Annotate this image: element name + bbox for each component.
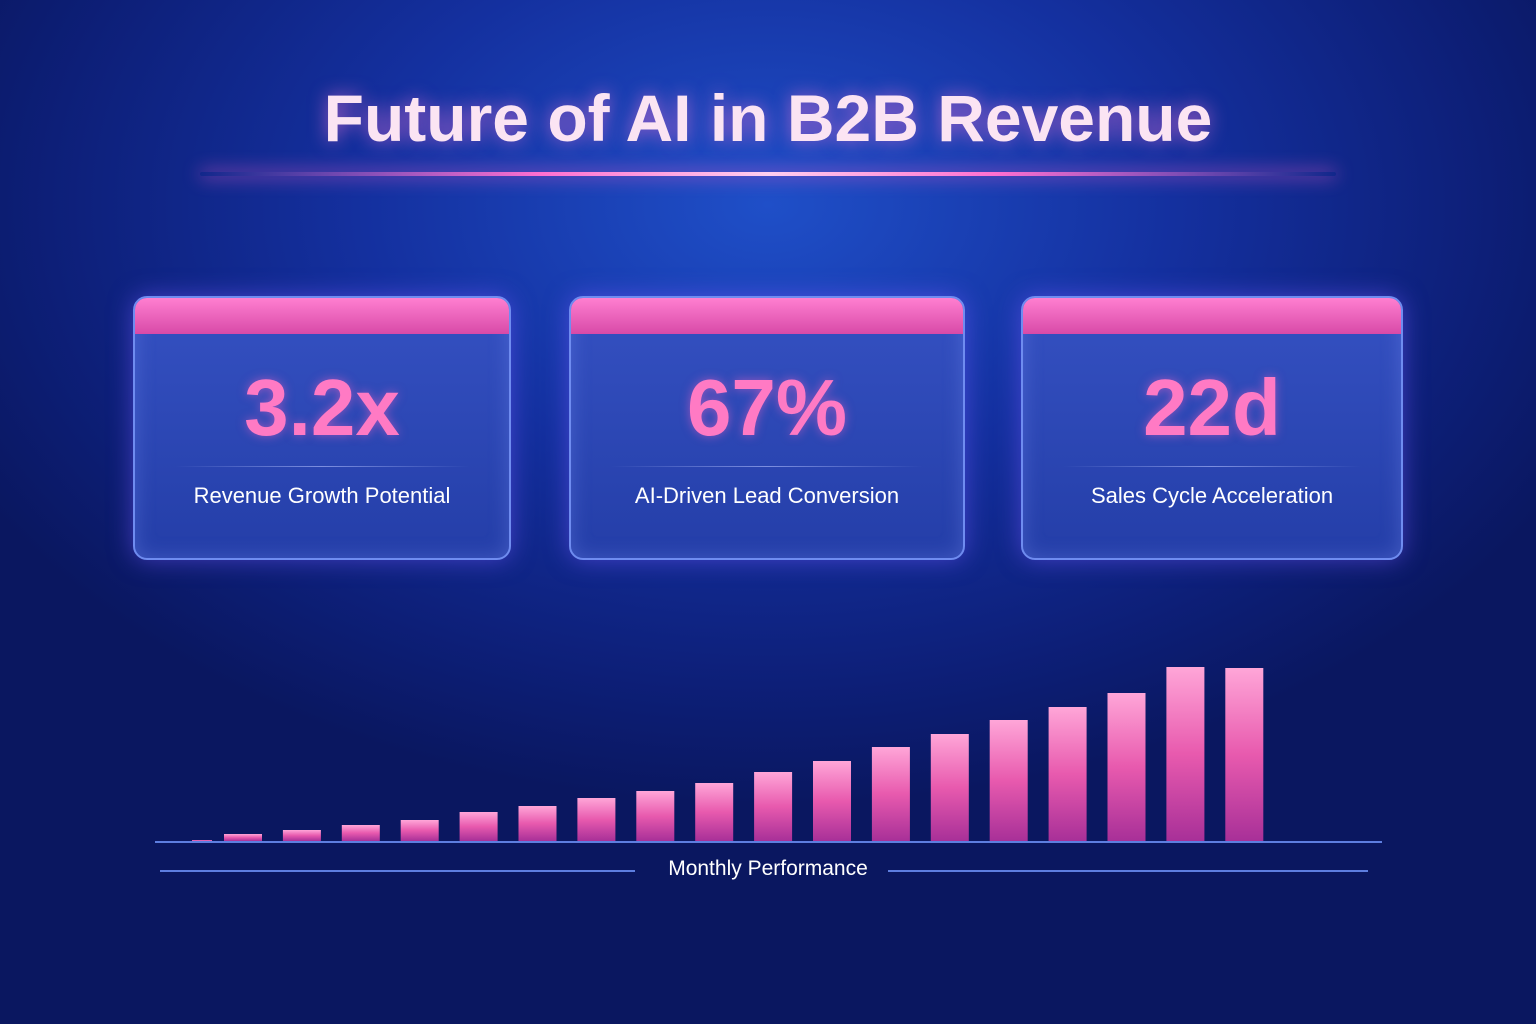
bar-1 — [192, 840, 212, 841]
card-header-bar — [571, 298, 963, 334]
bar-9 — [636, 791, 675, 841]
label-rule-left — [160, 870, 635, 872]
kpi-value: 22d — [1143, 363, 1281, 452]
kpi-value: 67% — [686, 363, 848, 452]
x-axis-label: Monthly Performance — [668, 857, 868, 880]
bar-5 — [400, 820, 439, 841]
bar-13 — [871, 747, 910, 841]
card-header-bar — [135, 298, 509, 334]
bar-3 — [282, 830, 321, 841]
bar-2 — [224, 834, 262, 841]
bar-16 — [1048, 707, 1087, 841]
bar-chart — [155, 667, 1382, 843]
label-rule-right — [888, 870, 1368, 872]
divider — [611, 466, 923, 467]
divider — [175, 466, 469, 467]
bar-19 — [1225, 668, 1264, 841]
kpi-label: Revenue Growth Potential — [193, 483, 451, 508]
bar-4 — [341, 825, 380, 841]
kpi-label: Sales Cycle Acceleration — [1090, 483, 1334, 508]
kpi-value: 3.2x — [244, 363, 400, 452]
bar-17 — [1107, 693, 1146, 841]
bar-15 — [989, 720, 1028, 841]
bar-11 — [754, 772, 793, 841]
divider — [1063, 466, 1361, 467]
kpi-card-revenue-growth: 3.2x Revenue Growth Potential — [133, 296, 511, 560]
bar-7 — [518, 806, 557, 841]
kpi-card-lead-conversion: 67% AI-Driven Lead Conversion — [569, 296, 965, 560]
page-title: Future of AI in B2B Revenue — [323, 81, 1213, 155]
title-glow-divider — [200, 172, 1336, 176]
card-header-bar — [1023, 298, 1401, 334]
bar-10 — [695, 783, 734, 841]
bar-6 — [459, 812, 498, 841]
bar-18 — [1166, 667, 1205, 841]
kpi-card-sales-cycle: 22d Sales Cycle Acceleration — [1021, 296, 1403, 560]
bar-14 — [930, 734, 969, 841]
bar-8 — [577, 798, 616, 841]
bar-12 — [813, 761, 851, 841]
kpi-label: AI-Driven Lead Conversion — [634, 483, 900, 508]
